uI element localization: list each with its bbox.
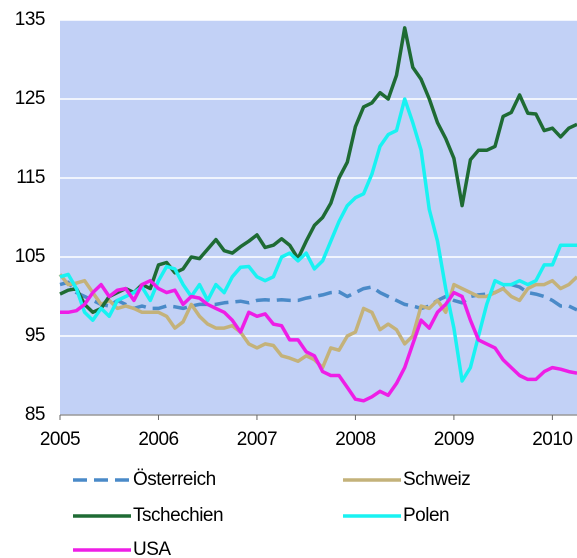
legend-label: Schweiz [403,469,470,490]
legend-label: USA [133,539,171,558]
x-tick-label: 2009 [434,429,474,450]
y-tick-label: 85 [25,404,45,425]
y-tick-label: 105 [15,246,45,267]
legend-label: Österreich [133,469,216,490]
series-line [59,280,577,312]
y-tick-label: 135 [15,9,45,30]
x-tick-label: 2006 [138,429,178,450]
x-tick-label: 2007 [237,429,277,450]
plot-area [60,20,577,415]
y-tick-label: 125 [15,88,45,109]
series-line [59,26,577,315]
series-line [60,278,577,403]
series-line [59,97,577,383]
x-tick-label: 2010 [532,429,572,450]
legend-label: Tschechien [133,505,223,526]
x-tick-label: 2008 [335,429,375,450]
y-tick-label: 95 [25,325,45,346]
y-tick-label: 115 [16,167,45,188]
x-tick-label: 2005 [40,429,80,450]
legend-label: Polen [403,505,449,526]
